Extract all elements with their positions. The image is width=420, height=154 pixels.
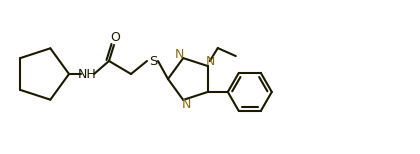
Text: O: O [110, 30, 120, 43]
Text: NH: NH [78, 67, 96, 81]
Text: S: S [149, 55, 157, 67]
Text: N: N [206, 55, 215, 68]
Text: N: N [175, 48, 184, 61]
Text: N: N [181, 98, 191, 111]
